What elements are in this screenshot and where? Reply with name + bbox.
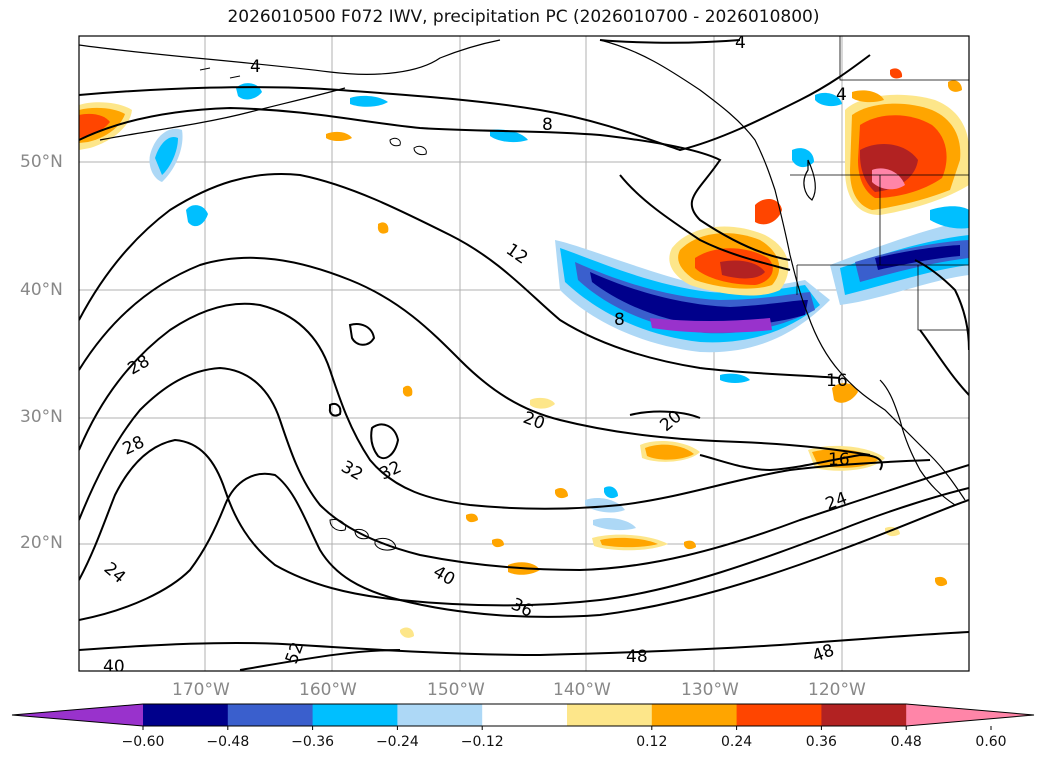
contour-label: 4 (250, 57, 261, 77)
colorbar-segment (821, 704, 907, 726)
lon-label: 120°W (808, 680, 866, 700)
colorbar-segment (143, 704, 229, 726)
colorbar (11, 703, 1035, 730)
colorbar-tick-label: −0.36 (291, 734, 335, 750)
colorbar-extend-left (12, 704, 143, 726)
contour-label: 16 (826, 371, 848, 391)
colorbar-tick-label: −0.24 (375, 734, 419, 750)
colorbar-tick-label: 0.60 (975, 734, 1007, 750)
gridlines (79, 36, 969, 671)
colorbar-segment (312, 704, 398, 726)
contour-label: 8 (614, 310, 625, 330)
map-frame (78, 35, 970, 672)
map-title: 2026010500 F072 IWV, precipitation PC (2… (227, 7, 820, 27)
colorbar-segment (482, 704, 568, 726)
colorbar-segment (397, 704, 483, 726)
contour-label: 8 (542, 115, 553, 135)
colorbar-segment (227, 704, 314, 726)
contour-label: 16 (828, 450, 850, 470)
precip-shading (79, 68, 969, 638)
coastlines (79, 39, 966, 506)
colorbar-tick-label: 0.48 (890, 734, 922, 750)
lat-label: 40°N (20, 280, 63, 300)
state-borders (790, 36, 969, 331)
lon-label: 140°W (553, 680, 611, 700)
lat-label: 30°N (20, 407, 63, 427)
colorbar-tick-label: 0.24 (721, 734, 753, 750)
contour-label: 4 (836, 85, 847, 105)
colorbar-tick-label: −0.12 (460, 734, 504, 750)
colorbar-tick-label: −0.60 (121, 734, 165, 750)
lat-label: 50°N (20, 152, 63, 172)
lon-label: 150°W (427, 680, 485, 700)
contour-label: 40 (103, 657, 125, 677)
colorbar-segment (651, 704, 738, 726)
colorbar-tick-label: −0.48 (206, 734, 250, 750)
lat-label: 20°N (20, 533, 63, 553)
contour-label: 48 (626, 647, 648, 667)
lon-label: 160°W (299, 680, 357, 700)
colorbar-segment (736, 704, 822, 726)
lon-label: 170°W (172, 680, 230, 700)
colorbar-segment (567, 704, 653, 726)
iwv-contours (79, 39, 969, 671)
colorbar-tick-label: 0.36 (805, 734, 837, 750)
colorbar-tick-label: 0.12 (636, 734, 668, 750)
colorbar-extend-right (906, 704, 1034, 726)
lon-label: 130°W (681, 680, 739, 700)
contour-label: 4 (735, 33, 746, 53)
